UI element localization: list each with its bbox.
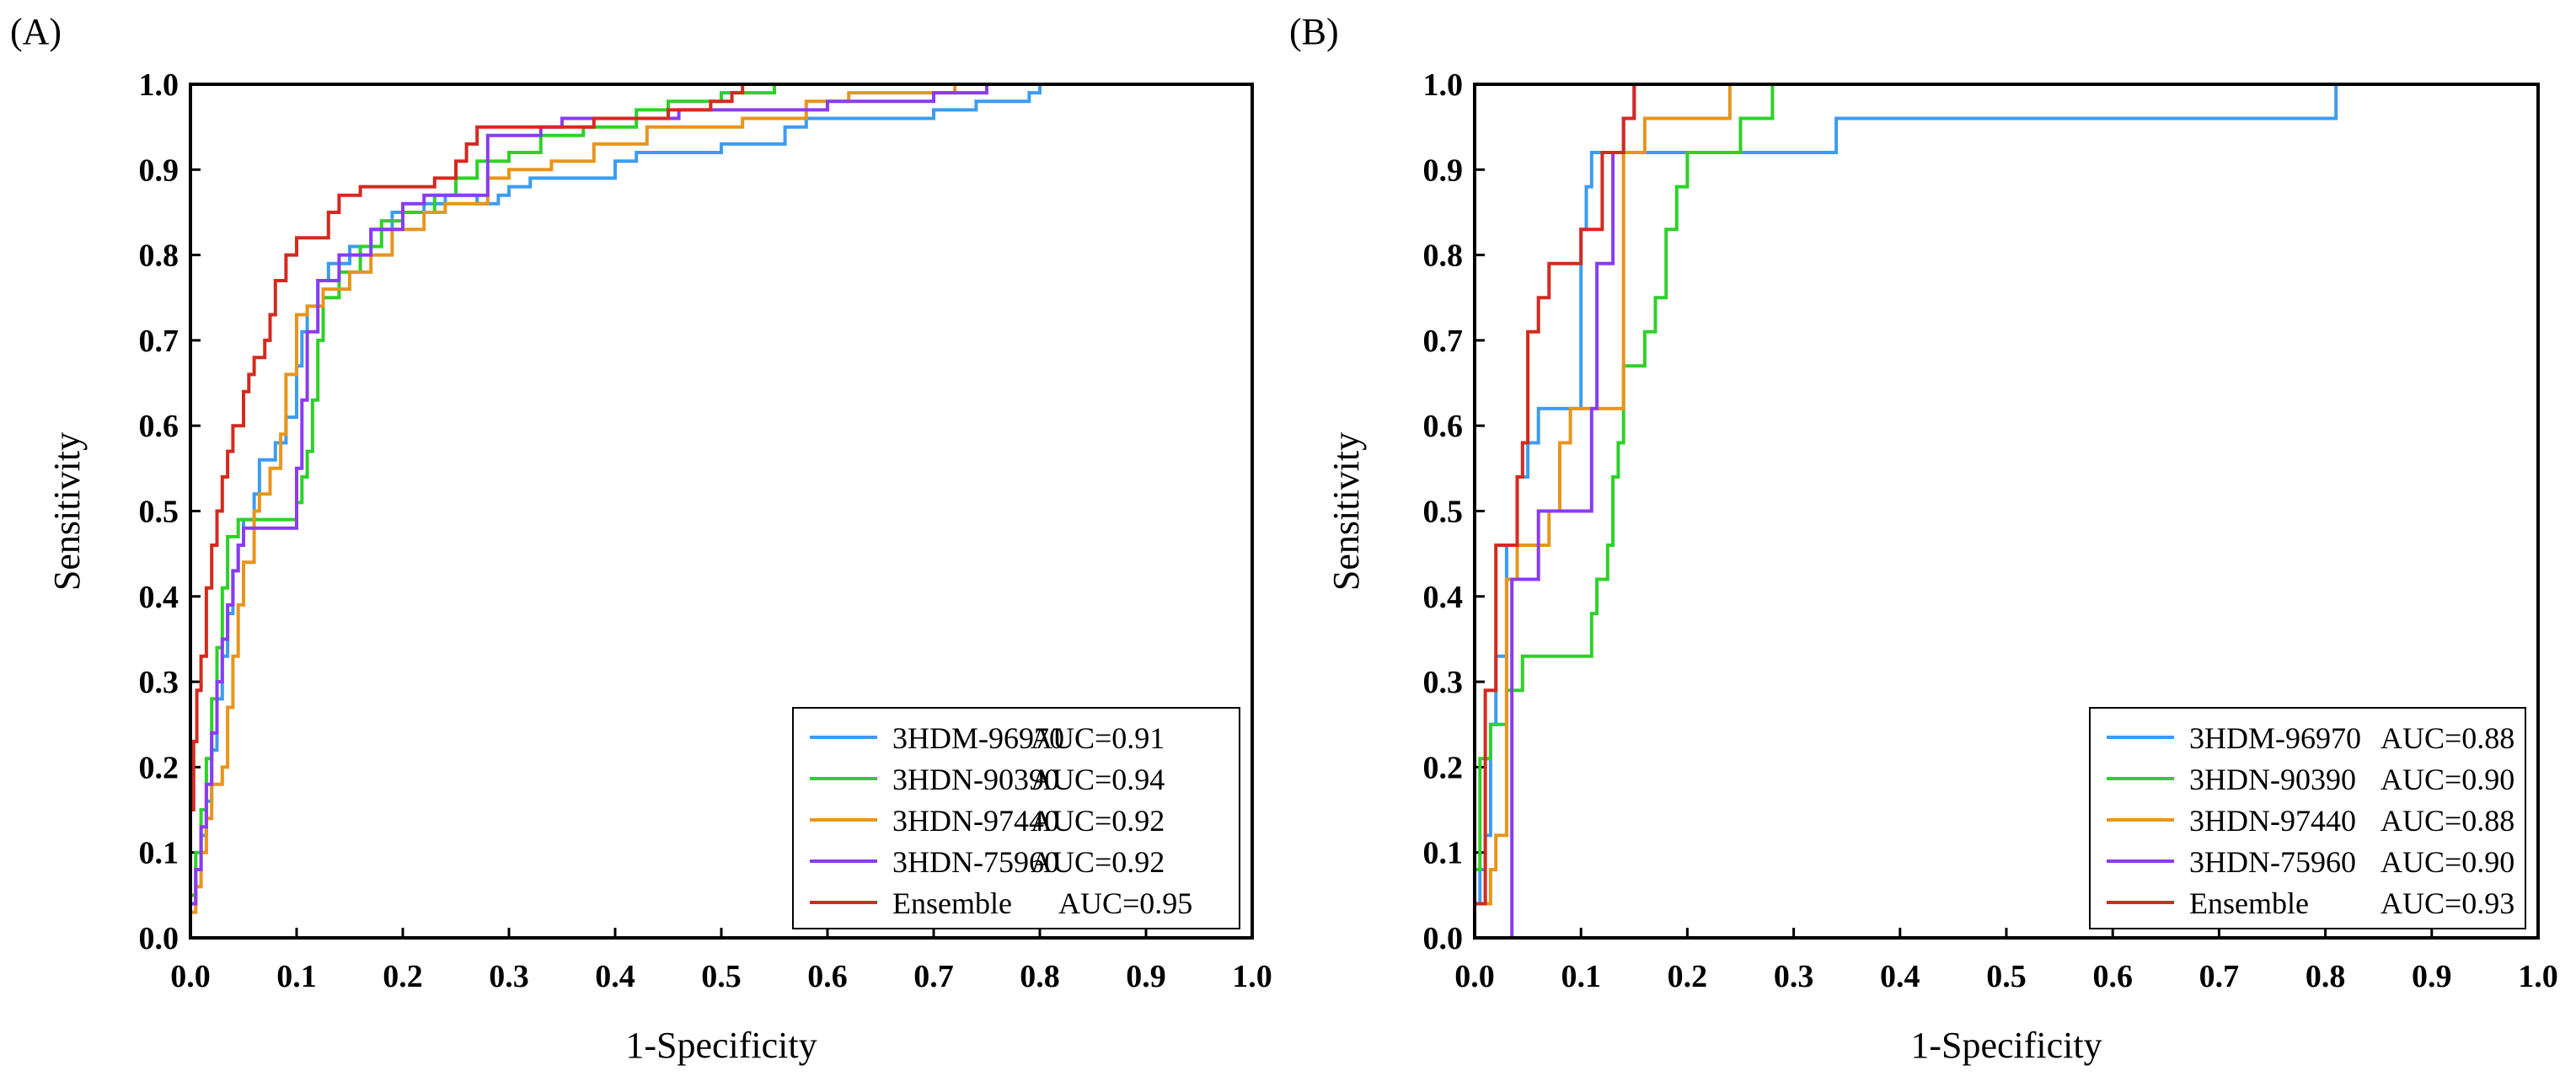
roc-curve-ensemble <box>1473 83 2538 938</box>
x-axis-label: 1-Specificity <box>625 1025 817 1066</box>
x-tick-label: 0.8 <box>2306 959 2346 994</box>
x-tick-label: 0.5 <box>701 959 742 994</box>
series-layer <box>189 83 1252 938</box>
y-tick-label: 0.1 <box>1423 836 1464 871</box>
y-tick-label: 0.2 <box>139 750 179 785</box>
legend-series-name: 3HDN-97440 <box>892 804 1059 838</box>
y-tick-label: 0.0 <box>1423 921 1464 956</box>
x-tick-label: 0.0 <box>170 959 211 994</box>
legend-series-name: 3HDN-97440 <box>2189 804 2356 838</box>
y-tick-label: 0.0 <box>139 921 179 956</box>
legend-series-name: 3HDN-90390 <box>2189 763 2356 796</box>
y-tick-label: 0.5 <box>139 495 179 530</box>
x-tick-label: 1.0 <box>2518 959 2558 994</box>
legend-series-name: 3HDN-90390 <box>892 763 1059 796</box>
y-axis-label: Sensitivity <box>1325 432 1367 591</box>
y-tick-label: 0.5 <box>1423 495 1464 530</box>
x-tick-label: 0.6 <box>807 959 848 994</box>
legend-auc: AUC=0.93 <box>2381 886 2514 920</box>
panel-label: (B) <box>1289 11 1339 52</box>
y-tick-label: 0.7 <box>1423 324 1464 359</box>
roc-curve-ensemble <box>189 83 1252 938</box>
legend-auc: AUC=0.90 <box>2381 845 2514 879</box>
y-tick-label: 0.6 <box>139 409 179 444</box>
y-tick-label: 1.0 <box>139 67 179 103</box>
x-tick-label: 0.2 <box>1668 959 1708 994</box>
y-tick-label: 0.8 <box>1423 238 1464 274</box>
x-tick-label: 0.3 <box>489 959 529 994</box>
y-tick-label: 0.4 <box>1423 580 1464 615</box>
x-tick-label: 0.5 <box>1986 959 2027 994</box>
y-tick-label: 0.4 <box>139 580 179 615</box>
legend-auc: AUC=0.95 <box>1058 886 1192 920</box>
x-tick-label: 1.0 <box>1232 959 1272 994</box>
legend-auc: AUC=0.94 <box>1031 763 1165 796</box>
y-tick-label: 0.6 <box>1423 409 1464 444</box>
panel-b: (B) 0.0 0.1 0.2 0.3 0.4 0.5 0.6 0.7 0.8 0.9 1.0 0.0… <box>1289 11 2558 1066</box>
x-tick-label: 0.7 <box>2199 959 2240 994</box>
x-tick-label: 0.1 <box>1561 959 1601 994</box>
panel-a: (A) 0.0 0.1 0.2 0.3 0.4 0.5 0.6 0.7 0.8 0.9 1.00.0… <box>10 11 1272 1066</box>
x-tick-label: 0.1 <box>276 959 317 994</box>
legend-auc: AUC=0.88 <box>2381 721 2514 755</box>
legend: 3HDM-96970 AUC=0.88 3HDN-90390 AUC=0.90 3HDN… <box>2089 707 2526 929</box>
legend-series-name: 3HDN-75960 <box>892 845 1059 879</box>
x-tick-label: 0.7 <box>913 959 954 994</box>
roc-curve-3hdn-97440 <box>189 83 1252 938</box>
x-tick-label: 0.2 <box>383 959 423 994</box>
legend-items: 3HDM-96970 AUC=0.88 3HDN-90390 AUC=0.90 3HDN… <box>2107 721 2514 920</box>
x-tick-label: 0.8 <box>1020 959 1060 994</box>
plot-frame <box>189 83 1254 940</box>
y-tick-label: 0.9 <box>1423 153 1464 188</box>
legend-auc: AUC=0.90 <box>2381 763 2514 796</box>
x-tick-label: 0.4 <box>595 959 635 994</box>
legend-series-name: 3HDM-96970 <box>892 721 1064 755</box>
ticks: 0.0 0.1 0.2 0.3 0.4 0.5 0.6 0.7 0.8 0.9 1.0 0.0 0.1 0… <box>139 67 1272 994</box>
y-tick-label: 0.3 <box>1423 665 1464 700</box>
x-tick-label: 0.9 <box>1126 959 1166 994</box>
x-axis-label: 1-Specificity <box>1910 1025 2102 1066</box>
y-tick-label: 0.3 <box>139 665 179 700</box>
legend-series-name: Ensemble <box>892 886 1012 920</box>
x-tick-label: 0.0 <box>1454 959 1495 994</box>
legend-auc: AUC=0.92 <box>1031 845 1165 879</box>
x-tick-label: 0.4 <box>1880 959 1920 994</box>
y-axis-label: Sensitivity <box>46 432 88 591</box>
legend-series-name: 3HDM-96970 <box>2189 721 2361 755</box>
legend-series-name: Ensemble <box>2189 886 2309 920</box>
y-tick-label: 0.8 <box>139 238 179 274</box>
series-layer <box>1473 83 2538 940</box>
legend-auc: AUC=0.92 <box>1031 804 1165 838</box>
legend-auc: AUC=0.88 <box>2381 804 2514 838</box>
x-tick-label: 0.3 <box>1774 959 1814 994</box>
y-tick-label: 0.2 <box>1423 750 1464 785</box>
y-tick-label: 0.1 <box>139 836 179 871</box>
y-tick-label: 0.7 <box>139 324 179 359</box>
legend-series-name: 3HDN-75960 <box>2189 845 2356 879</box>
plot-frame <box>1473 83 2540 940</box>
panel-label: (A) <box>10 11 62 52</box>
legend-auc: AUC=0.91 <box>1031 721 1165 755</box>
y-tick-label: 0.9 <box>139 153 179 188</box>
y-tick-label: 1.0 <box>1423 67 1464 103</box>
x-tick-label: 0.9 <box>2412 959 2452 994</box>
x-tick-label: 0.6 <box>2092 959 2133 994</box>
